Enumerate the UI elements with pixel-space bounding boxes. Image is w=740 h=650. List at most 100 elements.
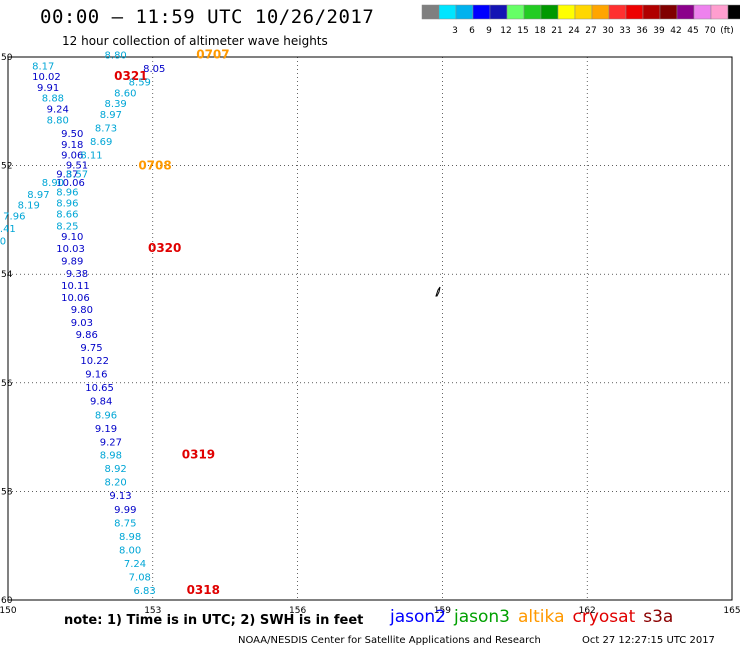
wave-height-value: 9.91	[37, 83, 59, 94]
wave-height-value: 8.39	[105, 99, 127, 110]
wave-height-value: 8.69	[90, 137, 112, 148]
satellite-name-cryosat: cryosat	[572, 607, 636, 627]
longitude-label: 159	[434, 606, 451, 616]
wave-height-value: 9.06	[61, 151, 83, 162]
wave-height-value: 8.80	[47, 115, 69, 126]
wave-height-value: 8.19	[18, 201, 40, 212]
pass-time-label: 0319	[182, 447, 215, 461]
credit-timestamp: Oct 27 12:27:15 UTC 2017	[582, 635, 715, 646]
satellite-name-s3a: s3a	[643, 607, 674, 627]
color-scale-label: 27	[585, 26, 596, 36]
longitude-label: 153	[144, 606, 161, 616]
wave-height-value: 9.16	[85, 370, 107, 381]
pass-time-label: 0321	[114, 69, 147, 83]
wave-height-value: 8.11	[80, 151, 102, 162]
wave-height-value: 9.03	[71, 318, 93, 329]
color-scale-label: 33	[619, 26, 630, 36]
pass-time-label: 0708	[138, 159, 171, 173]
color-scale-label: (ft)	[720, 26, 734, 36]
wave-height-value: 8.00	[119, 546, 141, 557]
satellite-name-jason3: jason3	[454, 607, 510, 627]
color-scale-label: 24	[568, 26, 580, 36]
wave-height-value: 9.51	[66, 161, 88, 172]
wave-height-value: 8.96	[56, 188, 78, 199]
wave-height-value: 10.22	[80, 356, 109, 367]
wave-height-value: 8.05	[143, 64, 165, 75]
wave-height-value: 9.84	[90, 397, 112, 408]
credit-text: NOAA/NESDIS Center for Satellite Applica…	[238, 635, 541, 646]
wave-height-value: 8.90	[42, 178, 64, 189]
wave-height-value: 9.86	[76, 330, 98, 341]
wave-height-value: 8.20	[105, 478, 127, 489]
color-scale-label: 15	[517, 26, 528, 36]
wave-height-value: 10.03	[56, 244, 85, 255]
wave-height-value: 9.24	[47, 105, 69, 116]
color-scale-label: 18	[534, 26, 546, 36]
wave-height-value: 7.08	[129, 573, 151, 584]
pass-time-label: 0320	[148, 241, 181, 255]
wave-height-value: 9.37	[56, 170, 78, 181]
wave-height-value: 9.50	[61, 129, 83, 140]
wave-height-value: 10.06	[61, 293, 90, 304]
page-subtitle: 12 hour collection of altimeter wave hei…	[62, 34, 328, 48]
latitude-label: 54	[1, 270, 13, 280]
wave-height-value: 8.98	[100, 450, 122, 461]
wave-height-value: 8.41	[0, 224, 16, 235]
latitude-label: 56	[1, 379, 13, 389]
wave-height-value: 8.96	[95, 410, 117, 421]
color-swatch	[727, 4, 740, 20]
color-scale-label: 39	[653, 26, 665, 36]
color-scale-label: 45	[687, 26, 698, 36]
wave-height-value: 8.25	[56, 221, 78, 232]
color-scale-legend: 3 6 9 12 15 18 21 24 27 30 33 36 39 42 45 70 (ft)	[421, 4, 740, 36]
footer-note: note: 1) Time is in UTC; 2) SWH is in fe…	[64, 613, 364, 628]
wave-height-value: 7.96	[3, 212, 25, 223]
wave-height-value: 8.92	[105, 464, 127, 475]
latitude-label: 50	[1, 53, 13, 63]
wave-height-value: 9.19	[95, 424, 117, 435]
wave-height-value: 9.75	[80, 343, 102, 354]
pass-time-label: 0318	[187, 583, 220, 597]
latitude-label: 52	[1, 162, 12, 172]
wave-height-value: 9.38	[66, 269, 88, 280]
island-outline	[435, 286, 441, 297]
wave-height-value: 8.59	[129, 77, 151, 88]
wave-height-value: 6.83	[133, 586, 155, 597]
wave-height-value: 9.13	[109, 491, 131, 502]
color-scale-label: 30	[602, 26, 614, 36]
satellite-name-altika: altika	[518, 607, 565, 627]
page-title: 00:00 – 11:59 UTC 10/26/2017	[40, 6, 375, 28]
satellite-name-jason2: jason2	[390, 607, 446, 627]
color-scale-label: 12	[500, 26, 511, 36]
wave-height-value: 8.60	[114, 88, 136, 99]
wave-height-value: 8.60	[0, 237, 6, 248]
wave-height-value: 8.97	[27, 190, 49, 201]
wave-height-value: 9.18	[61, 140, 83, 151]
color-scale-label: 6	[469, 26, 475, 36]
color-scale-label: 70	[704, 26, 716, 36]
wave-height-value: 9.89	[61, 257, 83, 268]
color-scale-label: 36	[636, 26, 648, 36]
color-scale-label: 9	[486, 26, 492, 36]
wave-height-value: 8.75	[114, 518, 136, 529]
latitude-label: 58	[1, 487, 13, 497]
color-scale-label: 21	[551, 26, 562, 36]
wave-height-value: 8.98	[119, 532, 141, 543]
wave-height-value: 8.88	[42, 94, 64, 105]
wave-height-value: 9.80	[71, 305, 93, 316]
wave-height-value: 10.65	[85, 383, 114, 394]
wave-height-value: 8.80	[105, 50, 127, 61]
wave-height-value: 7.24	[124, 559, 146, 570]
wave-height-value: 8.73	[95, 124, 117, 135]
wave-height-value: 8.66	[56, 209, 78, 220]
latitude-label: 60	[1, 596, 13, 606]
longitude-label: 165	[723, 606, 740, 616]
color-scale-label: 42	[670, 26, 681, 36]
longitude-label: 156	[289, 606, 306, 616]
map-frame	[7, 56, 733, 601]
pass-time-label: 0707	[196, 47, 229, 61]
wave-height-value: 10.11	[61, 281, 90, 292]
wave-height-value: 9.10	[61, 232, 83, 243]
wave-height-value: 10.02	[32, 72, 61, 83]
